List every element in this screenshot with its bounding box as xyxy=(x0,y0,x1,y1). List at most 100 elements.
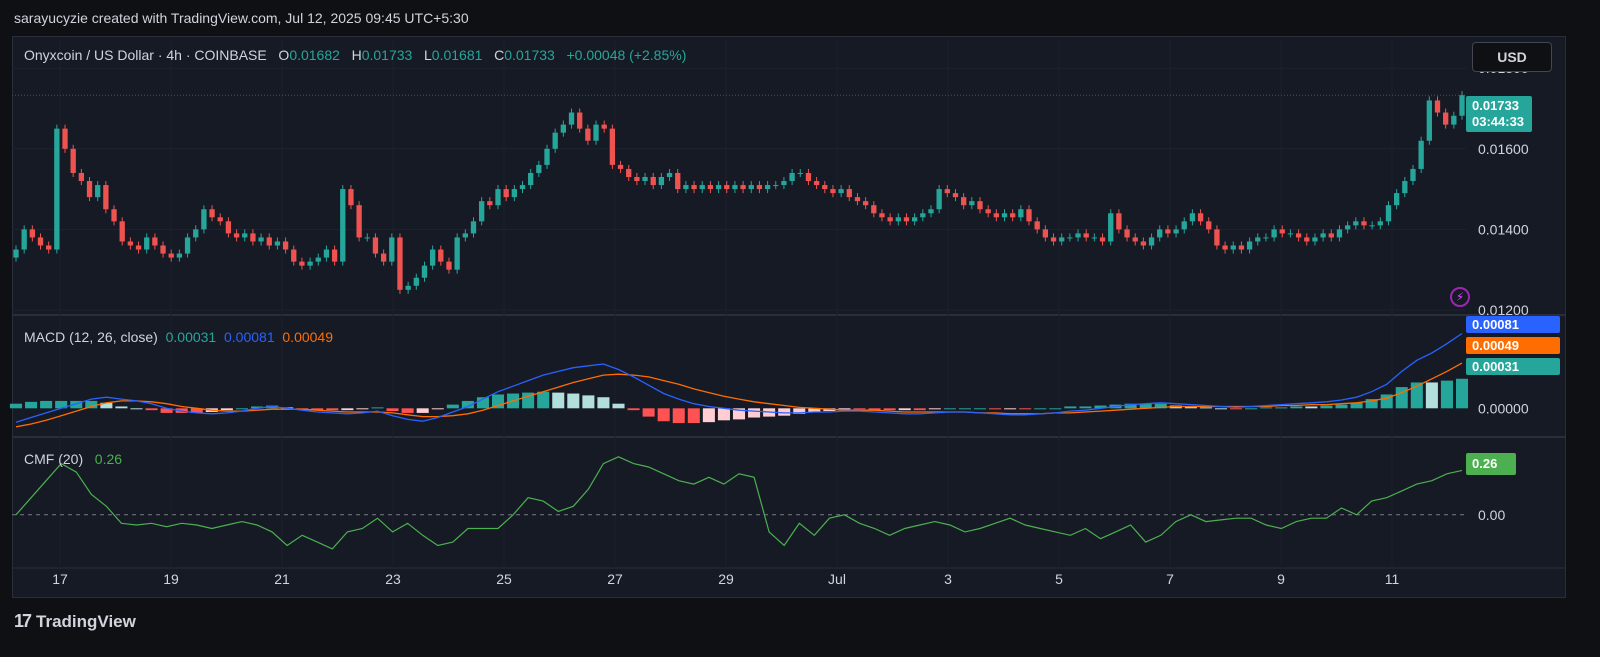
candle-body xyxy=(609,128,616,165)
macd-hist-bar xyxy=(476,397,489,409)
candle-body xyxy=(944,189,950,194)
macd-hist-bar xyxy=(642,408,655,417)
candle-body xyxy=(1026,209,1032,222)
macd-hist-bar xyxy=(85,400,98,409)
low-label: L xyxy=(424,47,432,63)
candle-body xyxy=(421,265,428,278)
lightning-icon[interactable]: ⚡ xyxy=(1450,287,1470,307)
macd-hist-bar xyxy=(446,404,459,409)
macd-hist-bar xyxy=(40,400,53,409)
candle-body xyxy=(1377,221,1383,226)
candle-body xyxy=(1222,245,1228,250)
candle-body xyxy=(1336,229,1343,238)
candle-body xyxy=(479,201,485,222)
candle-body xyxy=(585,128,591,141)
candle-body xyxy=(127,241,134,246)
candle-body xyxy=(1165,229,1171,234)
candle-body xyxy=(993,213,999,218)
time-tick-label: Jul xyxy=(828,571,846,587)
macd-hist-bar xyxy=(416,408,429,413)
candle-body xyxy=(21,229,27,250)
candle-body xyxy=(593,124,599,141)
candle-body xyxy=(1157,229,1163,238)
chart-attribution: sarayucyzie created with TradingView.com… xyxy=(14,10,469,26)
time-tick-label: 25 xyxy=(496,571,512,587)
candle-body xyxy=(1206,221,1212,230)
tradingview-logo[interactable]: 17 TradingView xyxy=(14,611,136,632)
candle-body xyxy=(462,233,468,238)
candle-body xyxy=(1042,229,1049,238)
candle-body xyxy=(495,189,501,206)
candle-body xyxy=(1050,237,1057,242)
candle-body xyxy=(1434,100,1441,113)
candle-body xyxy=(389,237,395,262)
candle-body xyxy=(675,172,681,190)
macd-hist-bar xyxy=(1335,404,1348,409)
macd-hist-bar xyxy=(732,408,746,420)
candle-body xyxy=(1271,229,1277,238)
macd-signal-tag: 0.00049 xyxy=(1466,337,1560,354)
chart-frame[interactable] xyxy=(12,36,1566,598)
candle-body xyxy=(1451,115,1457,125)
candle-body xyxy=(1279,229,1285,234)
candle-body xyxy=(617,164,624,169)
candle-body xyxy=(1214,229,1220,246)
candle-body xyxy=(291,249,297,262)
candle-body xyxy=(1148,237,1155,246)
candle-body xyxy=(429,249,436,266)
macd-hist-bar xyxy=(928,408,941,410)
macd-hist-bar xyxy=(160,408,173,413)
macd-hist-bar xyxy=(220,408,233,411)
candle-body xyxy=(862,201,869,206)
candle-body xyxy=(1385,205,1392,222)
macd-hist-bar xyxy=(1034,408,1047,410)
time-tick-label: 27 xyxy=(607,571,623,587)
candle-body xyxy=(233,233,240,238)
macd-hist-bar xyxy=(100,402,113,409)
candle-body xyxy=(250,233,256,242)
macd-hist-bar xyxy=(461,400,474,409)
candle-body xyxy=(560,124,567,133)
candle-body xyxy=(225,221,232,234)
candle-body xyxy=(152,237,158,246)
candle-body xyxy=(528,172,534,186)
candle-body xyxy=(977,201,983,210)
candle-body xyxy=(961,197,967,206)
macd-hist-bar xyxy=(627,408,640,411)
candle-body xyxy=(1320,233,1326,238)
currency-button[interactable]: USD xyxy=(1472,42,1552,72)
candle-body xyxy=(348,189,354,206)
candle-body xyxy=(854,197,861,202)
candle-body xyxy=(887,217,893,222)
candle-body xyxy=(1344,225,1351,230)
candle-body xyxy=(78,172,85,182)
symbol-label[interactable]: Onyxcoin / US Dollar · 4h · COINBASE xyxy=(24,47,267,63)
candle-body xyxy=(1067,237,1073,239)
candle-body xyxy=(789,172,795,182)
close-label: C xyxy=(494,47,505,63)
macd-indicator-name[interactable]: MACD (12, 26, close) xyxy=(24,329,158,345)
macd-hist-bar xyxy=(582,395,595,409)
candle-body xyxy=(699,185,705,190)
candle-body xyxy=(871,205,877,214)
macd-hist-bar xyxy=(1395,387,1408,409)
macd-hist-bar xyxy=(1320,405,1333,409)
macd-hist-bar xyxy=(386,408,399,412)
candle-body xyxy=(822,185,828,190)
high-label: H xyxy=(351,47,362,63)
candle-body xyxy=(715,185,722,190)
macd-legend: MACD (12, 26, close) 0.00031 0.00081 0.0… xyxy=(24,329,333,345)
macd-hist-bar xyxy=(1365,399,1378,409)
candle-body xyxy=(266,237,272,246)
candle-body xyxy=(642,177,648,182)
candle-body xyxy=(666,172,673,177)
macd-hist-bar xyxy=(25,401,38,409)
cmf-indicator-name[interactable]: CMF (20) xyxy=(24,451,84,467)
macd-hist-bar xyxy=(958,408,971,410)
open-label: O xyxy=(278,47,290,63)
candle-body xyxy=(732,185,738,190)
macd-hist-value: 0.00031 xyxy=(165,329,217,345)
candle-body xyxy=(519,185,526,190)
candle-body xyxy=(846,189,852,198)
